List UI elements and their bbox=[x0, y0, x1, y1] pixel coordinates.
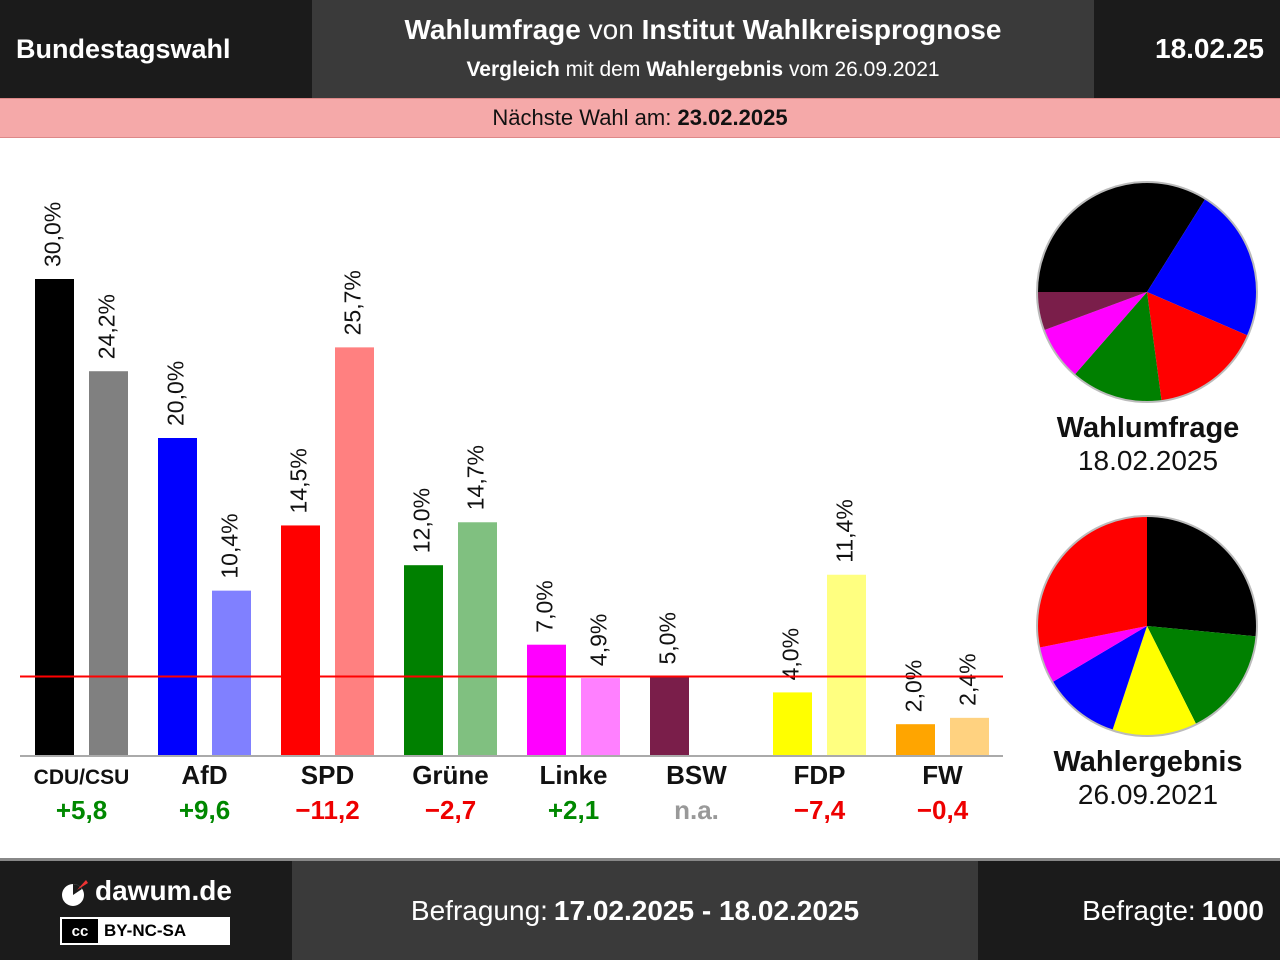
cc-icon: cc bbox=[62, 919, 98, 943]
pie-poll-slice-5 bbox=[1037, 292, 1147, 331]
respondent-count: Befragte: 1000 bbox=[978, 861, 1280, 960]
value-label-result-2: 25,7% bbox=[340, 270, 366, 335]
bar-poll-0 bbox=[35, 279, 74, 756]
difference-label-5: n.a. bbox=[674, 795, 719, 825]
pie-poll bbox=[1036, 181, 1258, 403]
value-label-result-0: 24,2% bbox=[94, 294, 120, 359]
pie-result-title: Wahlergebnis bbox=[1053, 746, 1243, 778]
title-connector: von bbox=[580, 14, 642, 45]
bar-poll-5 bbox=[650, 676, 689, 756]
bar-result-4 bbox=[581, 678, 620, 756]
next-election-banner: Nächste Wahl am: 23.02.2025 bbox=[0, 98, 1280, 138]
difference-label-6: −7,4 bbox=[794, 795, 846, 825]
subtitle-date: vom 26.09.2021 bbox=[783, 58, 940, 81]
pie-poll-slice-2 bbox=[1147, 292, 1248, 402]
value-label-poll-2: 14,5% bbox=[286, 448, 312, 513]
bar-result-3 bbox=[458, 522, 497, 756]
survey-dates: 17.02.2025 - 18.02.2025 bbox=[553, 894, 860, 926]
pie-result-slice-1 bbox=[1147, 626, 1257, 725]
subtitle-compare: Vergleich bbox=[466, 58, 560, 81]
respondents-value: 1000 bbox=[1201, 894, 1264, 926]
category-label-2: SPD bbox=[301, 760, 354, 790]
header-bar: Bundestagswahl Wahlumfrage von Institut … bbox=[0, 0, 1280, 98]
pie-poll-slice-4 bbox=[1043, 292, 1147, 375]
next-election-date: 23.02.2025 bbox=[677, 105, 788, 130]
value-label-poll-5: 5,0% bbox=[655, 612, 681, 664]
category-label-5: BSW bbox=[666, 760, 727, 790]
value-label-poll-4: 7,0% bbox=[532, 580, 558, 632]
pie-result-caption: Wahlergebnis 26.09.2021 bbox=[1020, 746, 1276, 811]
pie-poll-title: Wahlumfrage bbox=[1056, 412, 1240, 444]
value-label-poll-3: 12,0% bbox=[409, 488, 435, 553]
difference-label-3: −2,7 bbox=[425, 795, 476, 825]
pie-result-date: 26.09.2021 bbox=[1077, 779, 1219, 810]
pie-result-outline bbox=[1036, 515, 1258, 737]
pie-result-slice-3 bbox=[1052, 626, 1147, 731]
bar-result-6 bbox=[827, 574, 866, 756]
category-label-3: Grüne bbox=[412, 760, 489, 790]
header-title-block: Wahlumfrage von Institut Wahlkreisprogno… bbox=[312, 0, 1094, 98]
difference-label-4: +2,1 bbox=[548, 795, 599, 825]
difference-label-1: +9,6 bbox=[179, 795, 230, 825]
next-election-label: Nächste Wahl am: bbox=[492, 105, 678, 130]
survey-label: Befragung: bbox=[410, 894, 548, 926]
pie-result-slice-2 bbox=[1112, 626, 1197, 736]
difference-label-2: −11,2 bbox=[295, 795, 359, 825]
pie-poll-caption: Wahlumfrage 18.02.2025 bbox=[1020, 412, 1276, 477]
value-label-poll-6: 4,0% bbox=[778, 628, 804, 680]
bar-result-2 bbox=[335, 347, 374, 756]
main-title: Wahlumfrage von Institut Wahlkreisprogno… bbox=[312, 14, 1094, 46]
bar-result-7 bbox=[950, 717, 989, 756]
pie-poll-slice-0 bbox=[1037, 182, 1206, 292]
footer-logo-block: dawum.de cc BY-NC-SA bbox=[0, 861, 292, 960]
subtitle-result: Wahlergebnis bbox=[646, 58, 784, 81]
survey-period: Befragung: 17.02.2025 - 18.02.2025 bbox=[292, 861, 978, 960]
value-label-result-4: 4,9% bbox=[586, 614, 612, 666]
pie-result bbox=[1036, 515, 1258, 737]
dawum-logo-icon bbox=[62, 880, 88, 906]
value-label-poll-7: 2,0% bbox=[901, 660, 927, 712]
bar-poll-7 bbox=[896, 724, 935, 756]
value-label-poll-0: 30,0% bbox=[40, 202, 66, 267]
bar-poll-2 bbox=[281, 525, 320, 756]
value-label-result-7: 2,4% bbox=[955, 653, 981, 705]
bar-result-1 bbox=[212, 590, 251, 756]
value-label-result-6: 11,4% bbox=[832, 499, 858, 563]
license-label: BY-NC-SA bbox=[104, 921, 187, 940]
subtitle: Vergleich mit dem Wahlergebnis vom 26.09… bbox=[312, 58, 1094, 82]
bar-poll-3 bbox=[404, 565, 443, 756]
category-label-6: FDP bbox=[794, 760, 846, 790]
bar-poll-6 bbox=[773, 692, 812, 756]
bar-result-0 bbox=[89, 371, 128, 756]
bar-poll-1 bbox=[158, 438, 197, 756]
value-label-result-3: 14,7% bbox=[463, 445, 489, 510]
pie-poll-slice-3 bbox=[1074, 292, 1162, 402]
pie-poll-date: 18.02.2025 bbox=[1077, 445, 1219, 476]
category-label-4: Linke bbox=[540, 760, 608, 790]
pie-result-slice-4 bbox=[1039, 626, 1147, 683]
pie-poll-slice-1 bbox=[1147, 198, 1257, 336]
difference-label-0: +5,8 bbox=[56, 795, 107, 825]
election-type: Bundestagswahl bbox=[16, 33, 231, 64]
category-label-0: CDU/CSU bbox=[34, 766, 130, 789]
subtitle-connector: mit dem bbox=[559, 58, 647, 81]
dawum-link[interactable]: dawum.de bbox=[95, 875, 232, 906]
respondents-label: Befragte: bbox=[1082, 894, 1196, 926]
title-poll-word: Wahlumfrage bbox=[404, 14, 581, 45]
pie-poll-outline bbox=[1036, 181, 1258, 403]
institute-name: Institut Wahlkreisprognose bbox=[641, 14, 1002, 45]
bar-chart: 30,0% 24,2% CDU/CSU +5,8 20,0% 10,4% AfD +9,6 14… bbox=[20, 202, 1003, 825]
category-label-1: AfD bbox=[181, 760, 227, 790]
footer-bar: dawum.de cc BY-NC-SA Befragung: 17.02.20… bbox=[0, 858, 1280, 960]
value-label-result-1: 10,4% bbox=[217, 513, 243, 578]
bar-poll-4 bbox=[527, 644, 566, 756]
pie-result-slice-5 bbox=[1037, 516, 1147, 648]
pie-result-slice-0 bbox=[1147, 516, 1257, 637]
poll-date: 18.02.25 bbox=[1155, 33, 1264, 64]
value-label-poll-1: 20,0% bbox=[163, 361, 189, 426]
category-label-7: FW bbox=[922, 760, 963, 790]
license-badge[interactable]: cc BY-NC-SA bbox=[60, 917, 230, 945]
difference-label-7: −0,4 bbox=[917, 795, 969, 825]
